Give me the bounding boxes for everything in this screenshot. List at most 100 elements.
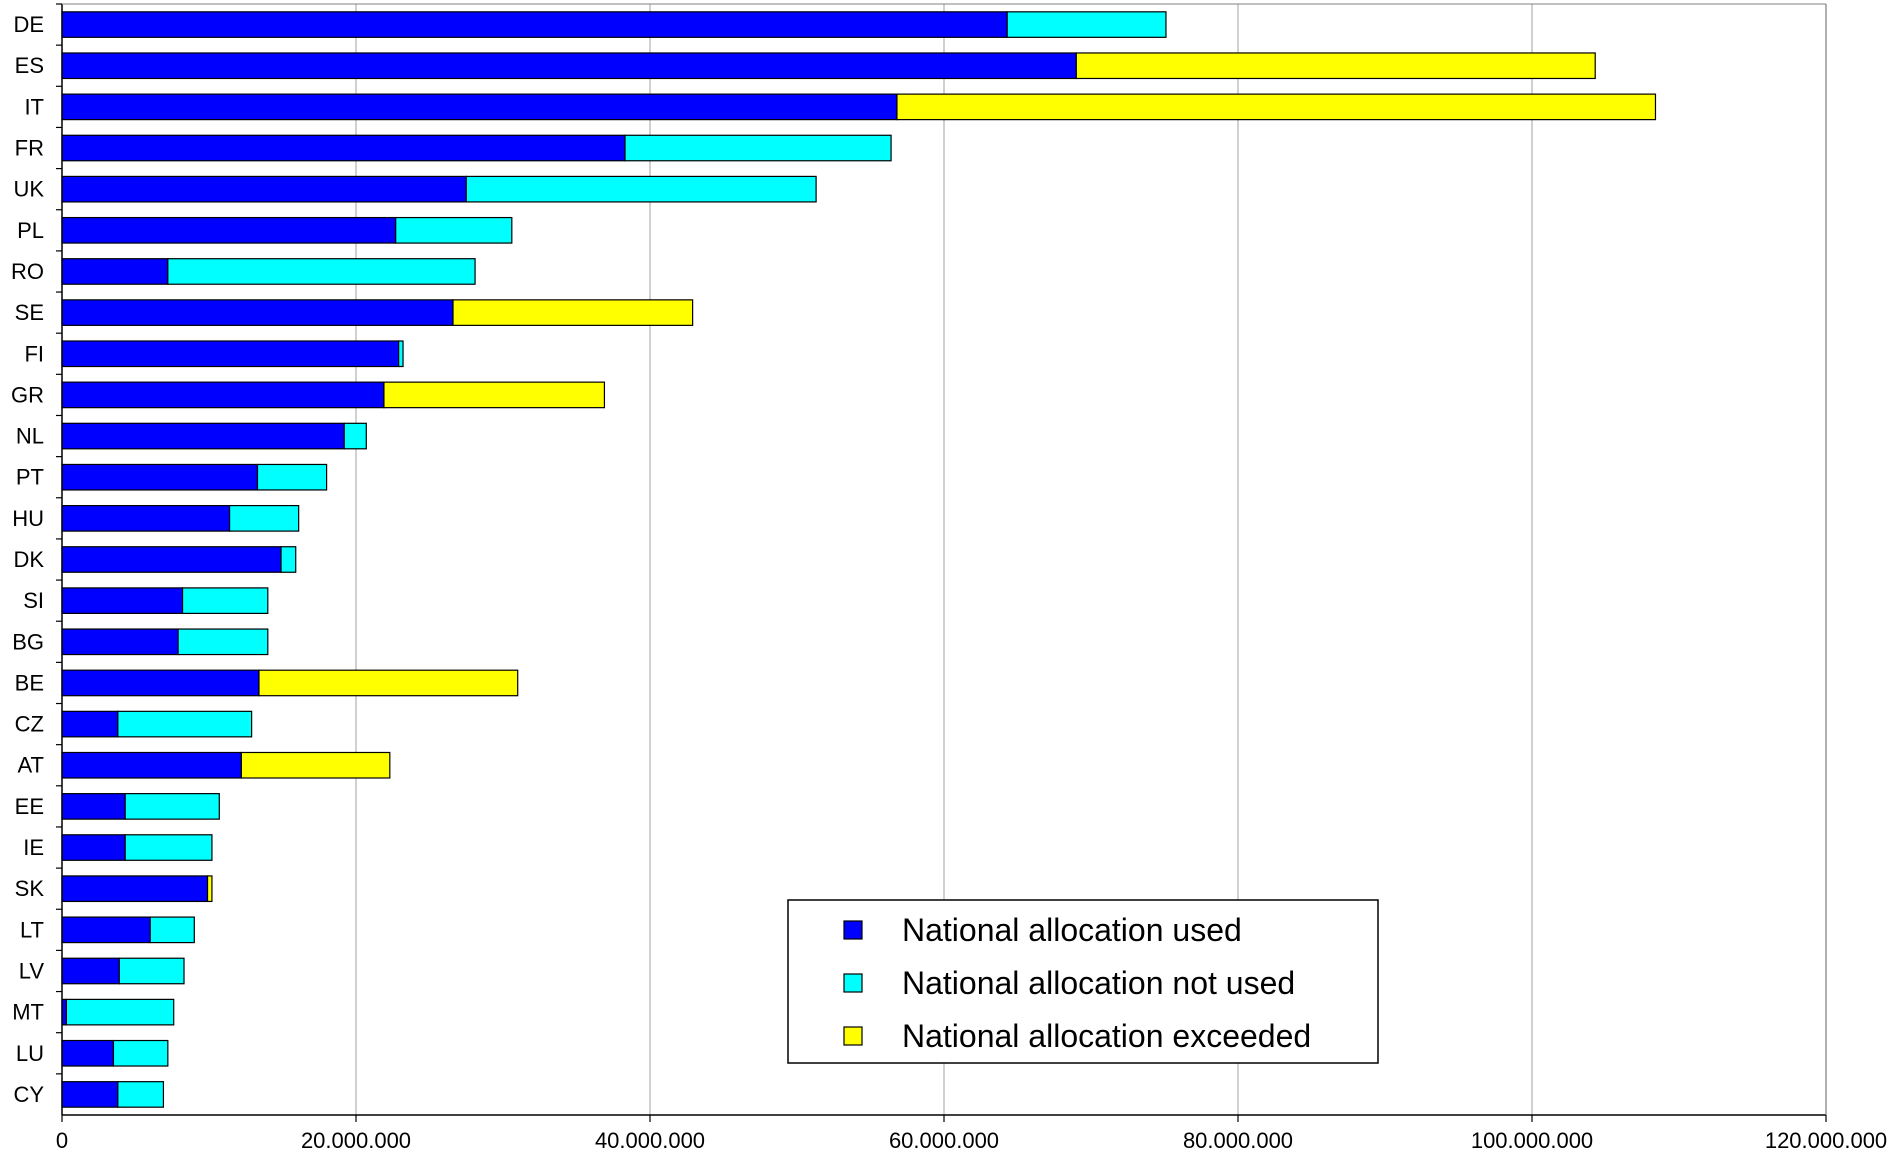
legend-swatch-2: [843, 973, 863, 993]
bar-gr-series-3: [383, 381, 606, 409]
bar-de-series-1: [61, 11, 1008, 38]
legend-label-3: National allocation exceeded: [902, 1018, 1311, 1054]
bar-lv-series-2: [118, 957, 185, 985]
bar-uk-series-2: [465, 175, 817, 203]
y-tick-label-lt: LT: [20, 917, 44, 942]
y-tick-label-pl: PL: [17, 218, 44, 243]
bar-bg-series-1: [61, 628, 179, 656]
bar-ee-series-2: [124, 793, 220, 820]
legend-swatch-3: [843, 1026, 863, 1046]
bar-at-series-3: [240, 751, 391, 779]
axes: [56, 3, 1827, 1122]
y-tick-label-ro: RO: [11, 259, 44, 284]
legend-box: [787, 899, 1379, 1064]
bar-gr-series-1: [61, 381, 385, 409]
y-tick-label-hu: HU: [12, 506, 44, 531]
bar-fr-series-1: [61, 134, 626, 162]
y-tick-label-fr: FR: [15, 136, 44, 161]
bar-ie-series-2: [124, 834, 213, 861]
bar-lt-series-1: [61, 916, 151, 944]
y-tick-label-sk: SK: [15, 876, 45, 901]
bar-fr-series-2: [624, 134, 892, 162]
y-tick-label-lu: LU: [16, 1041, 44, 1066]
bar-lu-series-2: [112, 1039, 169, 1067]
y-tick-label-cy: CY: [13, 1082, 44, 1107]
y-tick-label-nl: NL: [16, 424, 44, 449]
y-tick-label-bg: BG: [12, 629, 44, 654]
y-tick-label-si: SI: [23, 588, 44, 613]
y-tick-label-it: IT: [24, 94, 44, 119]
x-tick-label-6: 120.000.000: [1765, 1128, 1887, 1153]
bar-it-series-3: [896, 93, 1657, 121]
y-tick-label-ee: EE: [15, 794, 44, 819]
bar-sk-series-1: [61, 875, 209, 903]
bar-si-series-2: [181, 587, 269, 615]
bar-pl-series-2: [395, 216, 513, 244]
y-tick-label-lv: LV: [19, 958, 45, 983]
x-tick-label-4: 80.000.000: [1183, 1128, 1293, 1153]
y-tick-labels: DE ES IT FR UK PL RO SE FI GR NL PT HU DK SI BG BE CZ AT EE…: [11, 12, 44, 1107]
y-tick-label-uk: UK: [13, 177, 44, 202]
bar-dk-series-2: [280, 546, 297, 573]
bar-de-series-2: [1006, 11, 1167, 38]
bar-pl-series-1: [61, 216, 397, 244]
bar-lt-series-2: [149, 916, 195, 944]
bar-pt-series-2: [256, 463, 328, 491]
bar-mt-series-2: [65, 998, 175, 1026]
bar-cz-series-2: [117, 710, 253, 738]
x-tick-labels: 0 20.000.000 40.000.000 60.000.000 80.000.00…: [56, 1128, 1887, 1153]
x-tick-label-1: 20.000.000: [301, 1128, 411, 1153]
bar-uk-series-1: [61, 175, 467, 203]
legend: National allocation used National allocat…: [787, 899, 1379, 1064]
y-tick-label-ie: IE: [23, 835, 44, 860]
bar-hu-series-1: [61, 504, 231, 532]
bar-lu-series-1: [61, 1039, 115, 1067]
bar-se-series-3: [452, 299, 694, 326]
bar-sk-series-3: [206, 875, 213, 903]
bar-ie-series-1: [61, 834, 126, 861]
bars: [61, 11, 1657, 1108]
bar-be-series-3: [258, 669, 519, 697]
x-tick-label-2: 40.000.000: [595, 1128, 705, 1153]
bar-se-series-1: [61, 299, 454, 326]
y-tick-label-be: BE: [15, 670, 44, 695]
bar-ee-series-1: [61, 793, 126, 820]
bar-nl-series-2: [343, 422, 367, 450]
bar-fi-series-1: [61, 340, 400, 368]
y-tick-label-pt: PT: [16, 465, 44, 490]
bar-dk-series-1: [61, 546, 282, 573]
y-tick-label-at: AT: [18, 753, 44, 778]
y-tick-label-de: DE: [13, 12, 44, 37]
x-tick-label-3: 60.000.000: [889, 1128, 999, 1153]
y-tick-label-es: ES: [15, 53, 44, 78]
bar-si-series-1: [61, 587, 184, 615]
bar-es-series-1: [61, 52, 1077, 80]
y-tick-label-gr: GR: [11, 382, 44, 407]
bar-cy-series-1: [61, 1081, 119, 1108]
bar-hu-series-2: [228, 504, 300, 532]
bar-cz-series-1: [61, 710, 119, 738]
bar-lv-series-1: [61, 957, 120, 985]
bar-cy-series-2: [117, 1081, 165, 1108]
bar-ro-series-2: [167, 258, 476, 285]
bar-at-series-1: [61, 751, 242, 779]
legend-label-2: National allocation not used: [902, 965, 1295, 1001]
bar-it-series-1: [61, 93, 898, 121]
x-tick-label-5: 100.000.000: [1471, 1128, 1593, 1153]
y-tick-label-dk: DK: [13, 547, 44, 572]
bar-bg-series-2: [177, 628, 269, 656]
bar-fi-series-2: [398, 340, 404, 368]
y-tick-label-se: SE: [15, 300, 44, 325]
legend-swatch-1: [843, 920, 863, 940]
bar-pt-series-1: [61, 463, 259, 491]
legend-label-1: National allocation used: [902, 912, 1242, 948]
bar-es-series-3: [1075, 52, 1596, 80]
y-tick-label-mt: MT: [12, 1000, 44, 1025]
y-tick-label-cz: CZ: [15, 712, 44, 737]
x-tick-label-0: 0: [56, 1128, 68, 1153]
bar-ro-series-1: [61, 258, 169, 285]
y-tick-label-fi: FI: [24, 341, 44, 366]
bar-be-series-1: [61, 669, 260, 697]
bar-nl-series-1: [61, 422, 345, 450]
